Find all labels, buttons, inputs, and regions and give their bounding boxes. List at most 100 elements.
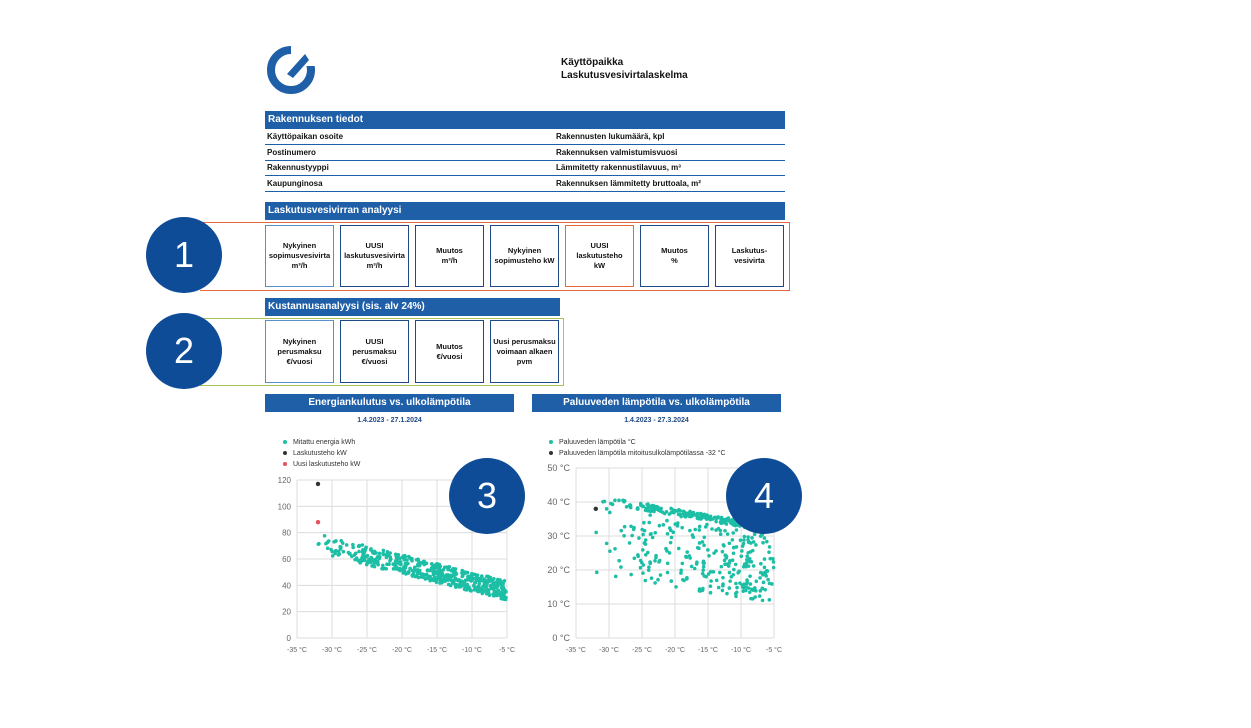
scatter-point (488, 584, 493, 589)
scatter-point (766, 577, 770, 582)
scatter-point (442, 565, 447, 570)
scatter-point (608, 549, 612, 554)
chart1-subtitle: 1.4.2023 - 27.1.2024 (357, 417, 422, 424)
scatter-point (729, 520, 734, 525)
scatter-point (627, 541, 632, 545)
scatter-point (377, 551, 382, 556)
scatter-point (480, 586, 485, 591)
scatter-point (761, 580, 766, 585)
scatter-point (739, 554, 744, 558)
scatter-point (503, 597, 508, 602)
y-tick-label: 50 °C (547, 463, 570, 473)
scatter-point (432, 569, 436, 574)
scatter-point (420, 572, 425, 576)
scatter-point (351, 542, 355, 547)
building-info-label: Rakennusten lukumäärä, kpl (556, 132, 665, 141)
scatter-point (417, 568, 422, 573)
scatter-point (701, 568, 705, 572)
scatter-point (356, 558, 361, 563)
document-title-line2: Laskutusvesivirtalaskelma (561, 70, 688, 81)
scatter-point (429, 566, 434, 570)
scatter-point (397, 557, 402, 561)
scatter-point (647, 504, 651, 508)
scatter-point (403, 566, 408, 570)
badge-1: 1 (146, 217, 222, 293)
scatter-point (602, 499, 607, 504)
scatter-point (680, 561, 685, 566)
scatter-point (712, 515, 717, 520)
scatter-point (745, 578, 749, 582)
scatter-point (647, 520, 652, 525)
scatter-point (410, 568, 415, 573)
scatter-point (646, 509, 650, 513)
scatter-point (472, 588, 477, 592)
x-tick-label: -35 °C (566, 646, 586, 654)
scatter-point (751, 564, 756, 568)
scatter-point (364, 545, 368, 550)
scatter-point (730, 558, 735, 563)
scatter-point (416, 575, 421, 580)
scatter-point (647, 565, 651, 570)
scatter-point (744, 585, 749, 589)
scatter-point (771, 556, 775, 561)
scatter-point (480, 591, 485, 596)
scatter-point (744, 588, 748, 593)
scatter-point (492, 586, 496, 590)
scatter-point (724, 554, 729, 559)
building-info-label: Kaupunginosa (267, 178, 323, 188)
scatter-point (689, 564, 694, 569)
scatter-point (487, 593, 492, 597)
scatter-point (758, 589, 763, 593)
scatter-point (643, 578, 648, 583)
scatter-point (653, 559, 657, 563)
scatter-point (356, 544, 361, 548)
x-tick-label: -30 °C (599, 646, 619, 654)
scatter-point (370, 564, 374, 568)
scatter-point (703, 515, 707, 520)
scatter-point (646, 568, 651, 572)
scatter-point (698, 588, 703, 593)
scatter-point (484, 591, 489, 596)
scatter-point (414, 569, 418, 573)
legend-marker (549, 440, 553, 445)
scatter-point (628, 503, 632, 507)
scatter-point (706, 572, 711, 576)
scatter-point (650, 503, 655, 508)
scatter-point (740, 544, 745, 548)
scatter-point (665, 549, 669, 553)
scatter-point (610, 502, 615, 507)
scatter-point (638, 565, 643, 570)
company-logo (267, 44, 317, 94)
badge-3: 3 (449, 458, 525, 534)
scatter-point (734, 590, 739, 595)
scatter-point (459, 582, 463, 586)
scatter-point (472, 583, 476, 588)
scatter-point (464, 587, 468, 592)
scatter-point (629, 572, 633, 577)
scatter-point (740, 549, 744, 553)
y-tick-label: 40 °C (547, 497, 570, 507)
scatter-point (734, 594, 738, 599)
y-tick-label: 20 °C (547, 565, 570, 575)
scatter-point (669, 579, 674, 583)
scatter-point (465, 578, 470, 582)
analysis-box: Muutos % (640, 225, 709, 287)
building-info-label: Rakennuksen valmistumisvuosi (556, 147, 678, 157)
scatter-point (416, 559, 421, 564)
scatter-point (468, 574, 473, 579)
scatter-point (708, 590, 713, 595)
scatter-point (451, 567, 455, 571)
scatter-point (748, 582, 753, 586)
scatter-point (725, 532, 730, 536)
scatter-point (440, 572, 445, 576)
scatter-point (604, 541, 609, 546)
analysis-box: UUSI laskutusvesivirta m³/h (340, 225, 409, 287)
scatter-point (680, 525, 684, 530)
scatter-point (745, 554, 749, 559)
scatter-point (484, 585, 489, 589)
scatter-point (339, 538, 343, 543)
scatter-point (446, 567, 450, 572)
legend-marker (549, 451, 553, 456)
scatter-point (737, 569, 741, 574)
badge-4: 4 (726, 458, 802, 534)
